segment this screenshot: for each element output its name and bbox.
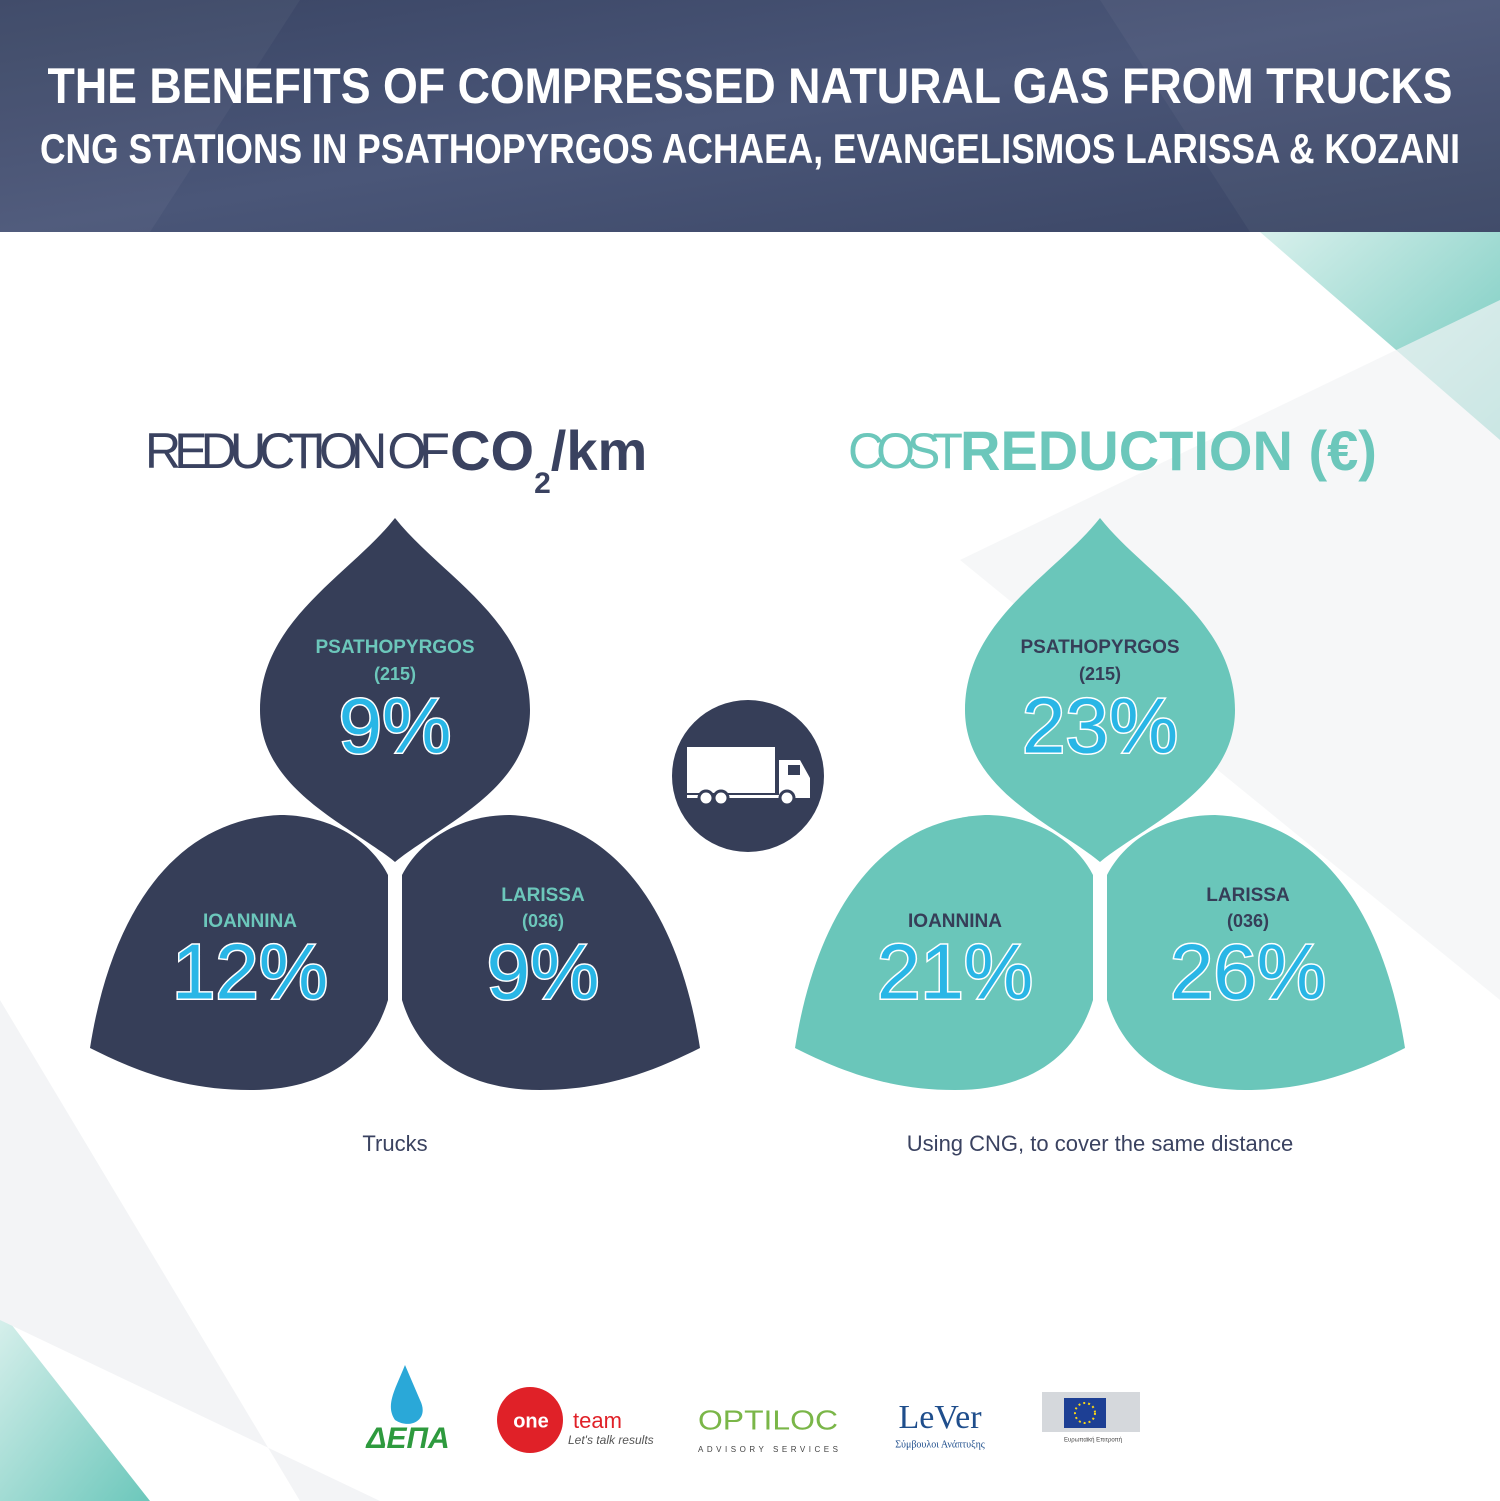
petal <box>402 815 700 1090</box>
decor <box>1100 0 1500 232</box>
heading-part: 2 <box>534 467 551 500</box>
panel-heading: REDUCTION OF CO2/km <box>145 419 647 500</box>
heading-part: /km <box>551 419 648 482</box>
petal-name: PSATHOPYRGOS <box>315 637 474 658</box>
petal-value: 9% <box>487 928 600 1016</box>
decor <box>0 1000 380 1501</box>
petal <box>795 815 1093 1090</box>
petal-name: LARISSA <box>1206 885 1290 906</box>
logo-text: ADVISORY SERVICES <box>698 1445 838 1454</box>
header-band <box>0 0 1500 232</box>
logo-text: one <box>513 1410 549 1432</box>
petal <box>965 518 1235 862</box>
caption: Trucks <box>362 1131 427 1156</box>
caption: Using CNG, to cover the same distance <box>907 1131 1293 1156</box>
logo-text: team <box>573 1408 622 1433</box>
logo-text: OPTILOC <box>698 1404 838 1435</box>
logo-text: Σύμβουλοι Ανάπτυξης <box>895 1439 985 1450</box>
heading-part: CO <box>450 419 534 482</box>
petal-code: (215) <box>1079 664 1121 684</box>
panel: REDUCTION OF CO2/kmPSATHOPYRGOS(215)9%IO… <box>90 419 700 1156</box>
heading-part: REDUCTION (€) <box>960 419 1377 482</box>
petal-name: IOANNINA <box>908 911 1002 932</box>
heading-part: COST <box>848 423 968 479</box>
logo-text: Ευρωπαϊκή Επιτροπή <box>1064 1437 1122 1444</box>
petal-name: LARISSA <box>501 885 585 906</box>
petal <box>90 815 388 1090</box>
panel: COST REDUCTION (€) PSATHOPYRGOS (215)23% IO… <box>795 419 1405 1156</box>
petal-code: (036) <box>522 911 564 931</box>
decor <box>960 300 1500 1000</box>
heading-part: REDUCTION OF <box>145 423 457 479</box>
petal-value: 9% <box>339 682 452 770</box>
petal-code: (215) <box>374 664 416 684</box>
petal-code: (036) <box>1227 911 1269 931</box>
logo-text: LeVer <box>898 1399 982 1436</box>
petal-value: 23% <box>1022 682 1178 770</box>
decor <box>0 0 300 232</box>
logos: ΔΕΠΑ one team Let's talk results OPTILOC… <box>365 1365 1140 1455</box>
panel-heading: COST REDUCTION (€) <box>848 419 1377 482</box>
decor <box>0 1310 150 1501</box>
petal-value: 26% <box>1170 928 1326 1016</box>
title: THE BENEFITS OF COMPRESSED NATURAL GAS F… <box>48 58 1453 114</box>
logo-text: Let's talk results <box>568 1433 654 1447</box>
logo-text: ΔΕΠΑ <box>365 1422 449 1455</box>
petal-value: 12% <box>172 928 328 1016</box>
truck-icon <box>672 700 824 852</box>
petal <box>1107 815 1405 1090</box>
petal-name: IOANNINA <box>203 911 297 932</box>
petal-value: 21% <box>877 928 1033 1016</box>
subtitle: CNG STATIONS IN PSATHOPYRGOS ACHAEA, EVA… <box>40 125 1460 172</box>
petal <box>260 518 530 862</box>
petal-name: PSATHOPYRGOS <box>1020 637 1179 658</box>
